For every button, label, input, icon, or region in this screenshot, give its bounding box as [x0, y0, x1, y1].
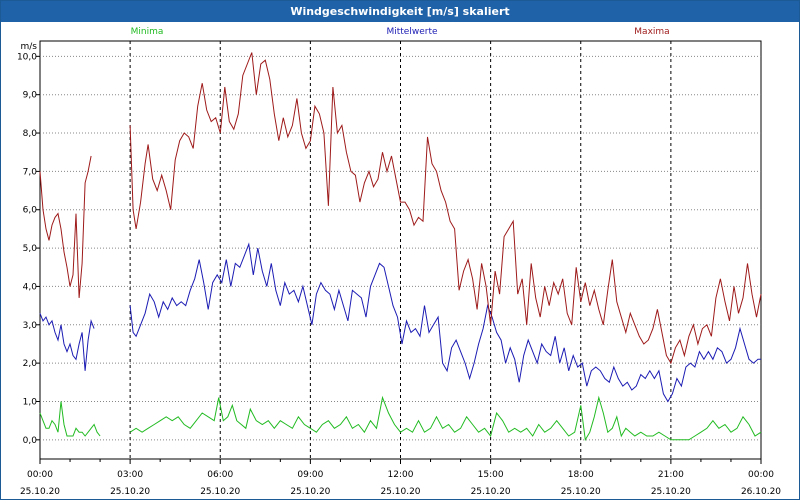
x-tick-date-label: 25.10.20 — [651, 487, 691, 497]
y-tick-label: 9,0 — [23, 91, 38, 101]
x-tick-date-label: 25.10.20 — [561, 487, 601, 497]
x-tick-time-label: 21:00 — [658, 470, 684, 480]
series-minima-line — [129, 395, 762, 442]
y-tick-label: 10,0 — [17, 52, 37, 62]
wind-speed-chart: 0,0 1,0 2,0 3,0 4,0 5,0 6,0 7,0 8,0 9,0 10,0m/s 00:… — [17, 27, 781, 497]
x-tick-date-label: 25.10.20 — [20, 487, 60, 497]
x-tick-time-label: 00:00 — [748, 470, 774, 480]
legend-mittelwerte: Mittelwerte — [386, 27, 437, 37]
x-tick-time-label: 09:00 — [297, 470, 323, 480]
series-maxima-line — [129, 52, 762, 365]
series-mittelwerte-line — [129, 242, 761, 403]
x-tick-time-label: 18:00 — [568, 470, 594, 480]
x-tick-time-label: 06:00 — [207, 470, 233, 480]
series-minima-line — [39, 401, 101, 437]
x-tick-date-label: 25.10.20 — [110, 487, 150, 497]
y-tick-label: 8,0 — [23, 129, 38, 139]
y-tick-label: 6,0 — [23, 206, 38, 216]
x-tick-date-label: 25.10.20 — [380, 487, 420, 497]
y-tick-label: 3,0 — [23, 321, 38, 331]
x-tick-time-label: 12:00 — [388, 470, 414, 480]
x-tick-time-label: 03:00 — [117, 470, 143, 480]
legend-minima: Minima — [131, 27, 164, 37]
x-tick-date-label: 25.10.20 — [290, 487, 330, 497]
y-tick-label: 5,0 — [23, 244, 38, 254]
y-tick-label: 0,0 — [23, 436, 38, 446]
series-maxima-line — [39, 155, 92, 298]
x-tick-date-label: 26.10.20 — [741, 487, 781, 497]
y-tick-label: 2,0 — [23, 359, 38, 369]
y-tick-label: 1,0 — [23, 397, 38, 407]
legend-maxima: Maxima — [634, 27, 669, 37]
x-tick-time-label: 15:00 — [478, 470, 504, 480]
y-tick-label: 4,0 — [23, 282, 38, 292]
x-tick-date-label: 25.10.20 — [471, 487, 511, 497]
series-mittelwerte-line — [39, 313, 95, 371]
chart-title: Windgeschwindigkeit [m/s] skaliert — [1, 1, 799, 22]
y-axis-unit: m/s — [21, 42, 38, 52]
x-tick-time-label: 00:00 — [27, 470, 53, 480]
x-tick-date-label: 25.10.20 — [200, 487, 240, 497]
y-tick-label: 7,0 — [23, 167, 38, 177]
